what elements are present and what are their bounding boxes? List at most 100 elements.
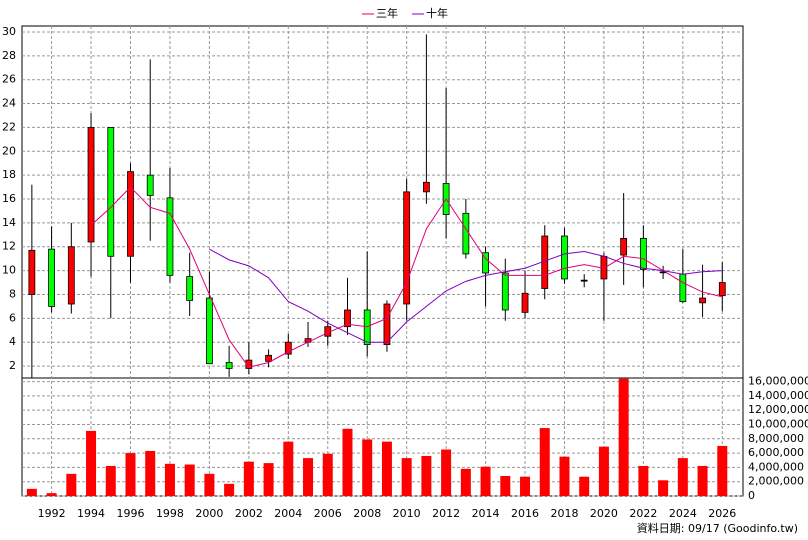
volume-bar (598, 446, 609, 496)
y-tick-label: 12 (2, 240, 16, 253)
candle-body (166, 197, 174, 276)
volume-bar (303, 458, 314, 496)
volume-bar (618, 378, 629, 496)
candle-body (383, 303, 391, 345)
volume-bar (658, 480, 669, 496)
candle-body (28, 249, 36, 295)
y-tick-label: 6 (9, 311, 16, 324)
volume-bar (164, 463, 175, 496)
y-tick-label: 14 (2, 216, 16, 229)
volume-bar (559, 456, 570, 496)
x-tick-label: 2020 (590, 507, 618, 520)
volume-bar (638, 465, 649, 496)
volume-bar (362, 439, 373, 496)
candle-body (284, 341, 292, 355)
volume-bar (717, 445, 728, 496)
candle-body (639, 237, 647, 270)
volume-bar (224, 483, 235, 496)
x-tick-label: 2006 (314, 507, 342, 520)
y2-tick-label: 4,000,000 (748, 460, 804, 473)
volume-bar (105, 465, 116, 496)
ma-line (209, 248, 723, 343)
legend-label: 三年 (376, 6, 398, 20)
volume-bar (480, 466, 491, 496)
x-tick-label: 2024 (669, 507, 697, 520)
candle-body (482, 252, 489, 274)
legend-label: 十年 (426, 6, 448, 20)
x-tick-label: 2002 (235, 507, 263, 520)
volume-bar (697, 465, 708, 496)
y-tick-label: 2 (9, 359, 16, 372)
volume-bar (46, 493, 57, 496)
x-tick-label: 2010 (393, 507, 421, 520)
candle-body (245, 359, 253, 369)
x-tick-label: 2026 (708, 507, 736, 520)
volume-bar (381, 441, 392, 496)
x-tick-label: 1994 (77, 507, 105, 520)
volume-bar (421, 455, 432, 496)
volume-bar (539, 428, 550, 496)
y-tick-label: 30 (2, 25, 16, 38)
ma-line (90, 186, 723, 368)
y2-tick-label: 10,000,000 (748, 417, 808, 430)
candle-body (462, 212, 470, 255)
candle-body (501, 272, 509, 311)
volume-bar (677, 458, 688, 496)
candle-body (48, 248, 55, 307)
volume-bar (263, 463, 274, 496)
candle-body (620, 237, 628, 256)
candle-body (363, 309, 371, 345)
candle-body (107, 127, 115, 257)
x-tick-label: 2000 (195, 507, 223, 520)
y-tick-label: 26 (2, 73, 16, 86)
volume-bar (243, 461, 254, 496)
volume-bar (26, 488, 37, 496)
x-tick-label: 2004 (274, 507, 302, 520)
candle-body (186, 276, 194, 301)
x-tick-label: 2022 (629, 507, 657, 520)
candle-body (561, 235, 568, 280)
y-tick-label: 8 (9, 287, 16, 300)
candle-body (521, 292, 529, 313)
candle-body (422, 181, 430, 193)
y-tick-label: 20 (2, 144, 16, 157)
y2-tick-label: 8,000,000 (748, 432, 804, 445)
volume-bar (520, 476, 531, 496)
x-tick-label: 2014 (472, 507, 500, 520)
candle-body (679, 273, 687, 303)
volume-bar (460, 468, 471, 496)
volume-bar (204, 473, 215, 496)
candle-body (344, 309, 351, 328)
volume-bar (342, 428, 353, 496)
x-tick-label: 2008 (353, 507, 381, 520)
candle-body (127, 171, 134, 257)
x-tick-label: 2016 (511, 507, 539, 520)
y-tick-label: 22 (2, 120, 16, 133)
candle-body (206, 297, 213, 365)
y2-tick-label: 14,000,000 (748, 389, 808, 402)
volume-bar (322, 453, 333, 496)
candle-body (225, 362, 233, 369)
x-tick-label: 1998 (156, 507, 184, 520)
candle-body (718, 282, 726, 297)
candle-body (699, 297, 706, 304)
y-tick-label: 24 (2, 97, 16, 110)
x-tick-label: 1992 (38, 507, 66, 520)
volume-bar (401, 458, 412, 496)
x-tick-label: 2012 (432, 507, 460, 520)
y2-tick-label: 16,000,000 (748, 375, 808, 388)
y-tick-label: 18 (2, 168, 16, 181)
volume-bar (86, 430, 97, 496)
candle-body (67, 246, 75, 305)
footer: 資料日期: 09/17 (Goodinfo.tw) (637, 521, 798, 535)
volume-bar (145, 450, 156, 496)
x-tick-label: 2018 (550, 507, 578, 520)
volume-bar (441, 449, 452, 496)
y-tick-label: 16 (2, 192, 16, 205)
y2-tick-label: 12,000,000 (748, 403, 808, 416)
y-tick-label: 4 (9, 335, 16, 348)
volume-bar (125, 453, 136, 496)
x-tick-label: 1996 (116, 507, 144, 520)
y2-tick-label: 6,000,000 (748, 446, 804, 459)
candle-body (403, 191, 411, 305)
